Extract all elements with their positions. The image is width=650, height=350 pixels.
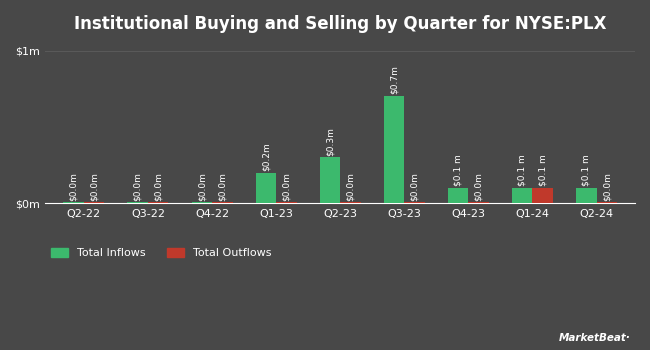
Bar [576, 188, 597, 203]
Bar [320, 158, 340, 203]
Text: $0.0m: $0.0m [133, 172, 142, 201]
Text: $0.1 m: $0.1 m [517, 154, 526, 186]
Bar [340, 202, 361, 203]
Bar [276, 202, 296, 203]
Bar [212, 202, 233, 203]
Text: $0.1 m: $0.1 m [538, 154, 547, 186]
Bar [127, 202, 148, 203]
Text: $0.0m: $0.0m [153, 172, 162, 201]
Bar [512, 188, 532, 203]
Text: $0.0m: $0.0m [603, 172, 611, 201]
Bar [404, 202, 425, 203]
Text: $0.1 m: $0.1 m [454, 154, 463, 186]
Text: $0.0m: $0.0m [282, 172, 291, 201]
Bar [597, 202, 617, 203]
Text: $0.0m: $0.0m [474, 172, 483, 201]
Bar [469, 202, 489, 203]
Bar [384, 96, 404, 203]
Text: $0.1 m: $0.1 m [582, 154, 591, 186]
Bar [532, 188, 553, 203]
Text: $0.0m: $0.0m [218, 172, 227, 201]
Text: $0.3m: $0.3m [326, 127, 335, 155]
Text: $0.2m: $0.2m [261, 142, 270, 171]
Bar [192, 202, 212, 203]
Bar [148, 202, 168, 203]
Text: $0.0m: $0.0m [198, 172, 206, 201]
Bar [84, 202, 105, 203]
Text: MarketBeat·: MarketBeat· [558, 333, 630, 343]
Bar [255, 173, 276, 203]
Text: $0.0m: $0.0m [90, 172, 99, 201]
Bar [63, 202, 84, 203]
Legend: Total Inflows, Total Outflows: Total Inflows, Total Outflows [51, 248, 272, 259]
Text: $0.0m: $0.0m [410, 172, 419, 201]
Text: $0.0m: $0.0m [69, 172, 78, 201]
Bar [448, 188, 469, 203]
Text: $0.7m: $0.7m [389, 65, 398, 95]
Title: Institutional Buying and Selling by Quarter for NYSE:PLX: Institutional Buying and Selling by Quar… [74, 15, 606, 33]
Text: $0.0m: $0.0m [346, 172, 355, 201]
